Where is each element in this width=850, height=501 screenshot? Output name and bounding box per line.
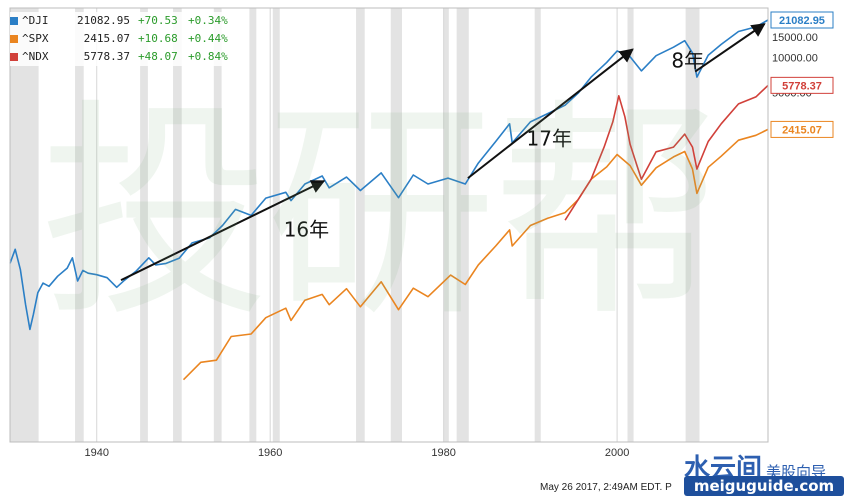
recession-band	[249, 8, 257, 442]
legend-symbol: ^DJI	[22, 14, 49, 27]
x-tick-label: 1940	[84, 447, 108, 459]
series-line-ndx	[564, 84, 769, 221]
recession-band	[10, 8, 39, 442]
last-value-text: 21082.95	[779, 15, 825, 27]
legend-row-spx: ^SPX 2415.07 +10.68 +0.44%	[10, 30, 228, 48]
last-value-box	[770, 120, 834, 138]
recession-band	[685, 8, 700, 442]
recession-band	[456, 8, 469, 442]
legend-pct: +0.34%	[188, 14, 228, 27]
y-tick-label: 15000.00	[772, 32, 818, 44]
grid-lines	[96, 8, 618, 442]
series-line-dji	[9, 19, 769, 331]
legend-row-ndx: ^NDX 5778.37 +48.07 +0.84%	[10, 48, 228, 66]
x-tick-label: 1960	[258, 447, 282, 459]
recession-band	[627, 8, 634, 442]
trend-arrow	[694, 23, 766, 73]
legend-pct: +0.84%	[188, 50, 228, 63]
recession-band	[390, 8, 403, 442]
series-line-spx	[182, 128, 769, 381]
last-value-box	[770, 11, 834, 29]
x-tick-label: 2000	[605, 447, 629, 459]
last-value-label: 21082.95	[770, 11, 834, 29]
legend-value: 21082.95	[77, 14, 130, 27]
legend-swatch-dji	[10, 17, 18, 25]
legend-symbol: ^SPX	[22, 32, 49, 45]
y-tick-label: 10000.00	[772, 53, 818, 65]
legend-swatch-spx	[10, 35, 18, 43]
last-value-label: 2415.07	[770, 120, 834, 138]
legend-change: +70.53	[138, 14, 178, 27]
brand-url: meiguguide.com	[684, 476, 844, 496]
trend-arrows: 16年 17年 8年	[120, 23, 766, 282]
recession-band	[213, 8, 222, 442]
recession-band	[140, 8, 148, 442]
trend-annotation: 17年	[527, 127, 572, 151]
recession-band	[534, 8, 541, 442]
plot-frame	[9, 7, 769, 443]
recession-band	[356, 8, 365, 442]
last-value-text: 5778.37	[782, 80, 822, 92]
legend-pct: +0.44%	[188, 32, 228, 45]
recession-bands	[10, 8, 700, 442]
trend-annotation: 16年	[284, 217, 329, 241]
legend-change: +48.07	[138, 50, 178, 63]
legend-change: +10.68	[138, 32, 178, 45]
legend-value: 5778.37	[83, 50, 130, 63]
timestamp: May 26 2017, 2:49AM EDT. P	[540, 482, 672, 493]
series-lines	[9, 19, 769, 381]
last-value-text: 2415.07	[782, 124, 822, 136]
trend-arrow	[120, 180, 326, 282]
legend-symbol: ^NDX	[22, 50, 49, 63]
last-value-label: 5778.37	[770, 76, 834, 94]
brand-logo: 水云间 美股向导 meiguguide.com	[678, 446, 848, 498]
recession-band	[75, 8, 84, 442]
x-tick-label: 1980	[431, 447, 455, 459]
last-value-box	[770, 76, 834, 94]
value-labels: 21082.95 2415.07 5778.37	[770, 11, 834, 138]
recession-band	[443, 8, 449, 442]
legend-value: 2415.07	[83, 32, 130, 45]
trend-arrow	[467, 48, 634, 179]
legend-row-dji: ^DJI 21082.95 +70.53 +0.34%	[10, 12, 228, 30]
legend-swatch-ndx	[10, 53, 18, 61]
trend-annotation: 8年	[671, 49, 704, 73]
recession-band	[173, 8, 182, 442]
recession-band	[272, 8, 280, 442]
legend: ^DJI 21082.95 +70.53 +0.34% ^SPX 2415.07…	[10, 12, 228, 66]
